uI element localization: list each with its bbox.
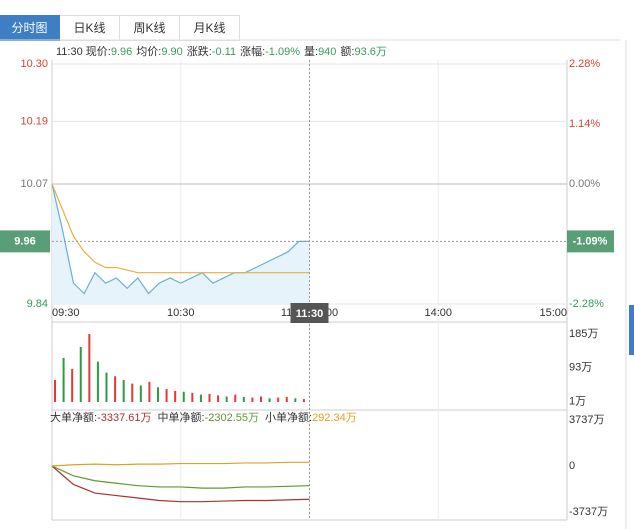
side-handle	[629, 305, 634, 355]
series-line	[51, 465, 310, 503]
crosshair-x-label: 11:30	[296, 308, 324, 320]
volume-bar	[234, 394, 237, 402]
legend-value: 292.34万	[312, 412, 357, 424]
y-tick-label: 10.30	[20, 58, 48, 70]
y-tick-label: 9.84	[27, 298, 48, 310]
tab[interactable]: 日K线	[60, 15, 120, 41]
volume-bar	[208, 393, 211, 402]
volume-bar	[165, 389, 168, 402]
series-line	[51, 183, 310, 295]
tab[interactable]: 月K线	[180, 15, 240, 41]
y-tick-label: 1万	[569, 396, 586, 408]
series-line	[51, 183, 310, 274]
info-time: 11:30	[56, 46, 83, 58]
legend-name: 小单净额:	[265, 410, 312, 424]
tab[interactable]: 分时图	[0, 15, 60, 41]
legend-name: 大单净额:	[50, 410, 97, 424]
info-line: 11:30 现价:9.96 均价:9.90 涨跌:-0.11 涨幅:-1.09% 量:9…	[56, 43, 391, 59]
info-label: 额:	[340, 46, 355, 58]
info-value: 940	[318, 46, 337, 58]
x-tick-label: 09:30	[52, 307, 80, 319]
x-tick-label: 10:30	[167, 307, 195, 319]
y2-tick-label: -2.28%	[569, 298, 604, 310]
volume-bar	[268, 398, 271, 402]
y-tick-label: 185万	[569, 328, 598, 340]
volume-bar	[191, 392, 194, 402]
volume-bar	[157, 387, 159, 402]
volume-bar	[88, 334, 91, 402]
volume-bar	[199, 394, 202, 402]
volume-bar	[260, 396, 262, 402]
price-area	[52, 184, 310, 304]
volume-bar	[139, 385, 142, 402]
tab[interactable]: 周K线	[120, 15, 180, 41]
info-value: -1.09%	[265, 46, 300, 58]
y-tick-label: 0	[569, 460, 575, 472]
y2-tick-label: 1.14%	[569, 118, 600, 130]
info-value: 9.90	[161, 46, 183, 58]
volume-bar	[251, 397, 254, 402]
info-label: 现价:	[85, 46, 111, 58]
y-tick-label: 10.19	[20, 115, 48, 127]
x-tick-label: 15:00	[539, 307, 567, 319]
volume-bar	[217, 395, 220, 402]
volume-bar	[225, 396, 228, 402]
y-tick-label: 93万	[569, 362, 592, 374]
volume-bar	[285, 396, 288, 402]
y2-tick-label: 2.28%	[569, 58, 600, 70]
volume-bar	[114, 376, 117, 402]
info-value: -0.11	[211, 46, 237, 58]
legend-value: -2302.55万	[205, 412, 259, 424]
volume-bar	[105, 372, 108, 402]
volume-bar	[174, 390, 177, 402]
volume-bar	[62, 357, 65, 402]
volume-bar	[242, 396, 245, 402]
info-value: 93.6万	[354, 46, 387, 58]
y-tick-label: 3737万	[569, 414, 604, 426]
info-value: 9.96	[110, 46, 133, 58]
volume-bar	[277, 397, 280, 402]
volume-bar	[182, 391, 185, 402]
info-label: 涨幅:	[240, 46, 266, 58]
series-line	[51, 465, 310, 489]
crosshair-y-label: 9.96	[14, 235, 35, 247]
info-label: 均价:	[136, 46, 162, 58]
y2-tick-label: 0.00%	[569, 178, 600, 190]
crosshair-box	[0, 230, 50, 253]
tab-bar: 分时图 日K线 周K线 月K线	[0, 15, 240, 41]
x-tick-label: 14:00	[424, 307, 452, 319]
legend-name: 中单净额:	[158, 410, 205, 424]
crosshair-box	[290, 303, 329, 323]
info-label: 量:	[304, 46, 319, 58]
volume-bar	[96, 361, 99, 402]
info-label: 涨跌:	[186, 46, 212, 58]
series-line	[51, 461, 310, 467]
volume-bar	[131, 383, 134, 402]
volume-bar	[294, 398, 297, 402]
volume-bar	[302, 399, 305, 402]
y-tick-label: -3737万	[569, 506, 608, 518]
volume-bar	[54, 379, 56, 402]
crosshair-y2-label: -1.09%	[573, 235, 608, 247]
y-tick-label: 10.07	[20, 178, 48, 190]
volume-bar	[122, 379, 125, 402]
crosshair-box	[567, 230, 614, 253]
volume-bar	[71, 368, 74, 402]
legend-value: -3337.61万	[97, 412, 151, 424]
volume-bar	[79, 346, 82, 402]
volume-bar	[148, 381, 151, 402]
